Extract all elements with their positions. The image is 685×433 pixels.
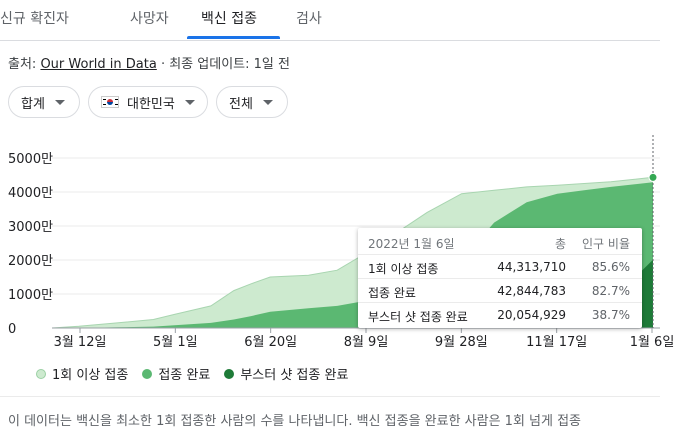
tab-vaccination[interactable]: 백신 접종 xyxy=(201,11,257,27)
range-dropdown[interactable]: 전체 xyxy=(216,86,288,118)
tab-bar: 신규 확진자 사망자 백신 접종 검사 xyxy=(0,0,660,41)
legend-item-booster[interactable]: 부스터 샷 접종 완료 xyxy=(224,364,348,383)
legend-swatch xyxy=(142,368,153,379)
x-tick-label: 3월 12일 xyxy=(54,335,107,350)
tooltip-row-label: 접종 완료 xyxy=(368,286,416,300)
chevron-down-icon xyxy=(54,99,65,105)
first-dose-line xyxy=(51,176,654,329)
tooltip-date: 2022년 1월 6일 xyxy=(368,237,455,251)
region-dropdown[interactable]: 대한민국 xyxy=(88,86,208,118)
x-tick-label: 5월 1일 xyxy=(153,335,198,350)
y-tick-label: 3000만 xyxy=(8,220,53,235)
x-tick-label: 1월 6일 xyxy=(630,335,675,350)
tab-new-cases[interactable]: 신규 확진자 xyxy=(0,11,69,27)
tooltip-row-label: 부스터 샷 접종 완료 xyxy=(368,310,468,324)
chart-legend: 1회 이상 접종 접종 완료 부스터 샷 접종 완료 xyxy=(36,364,348,383)
data-description: 이 데이터는 백신을 최소한 1회 접종한 사람의 수를 나타냅니다. 백신 접… xyxy=(8,414,582,429)
legend-label: 부스터 샷 접종 완료 xyxy=(240,368,349,383)
tooltip-row-first-dose: 1회 이상 접종 44,313,710 85.6% xyxy=(358,254,642,279)
legend-label: 1회 이상 접종 xyxy=(52,368,129,383)
tooltip-row-booster: 부스터 샷 접종 완료 20,054,929 38.7% xyxy=(358,302,642,327)
y-tick-label: 0 xyxy=(8,322,16,337)
source-link[interactable]: Our World in Data xyxy=(40,57,157,72)
tooltip-col-pct: 인구 비율 xyxy=(582,237,630,251)
tooltip-row-fully-vaccinated: 접종 완료 42,844,783 82.7% xyxy=(358,278,642,303)
active-tab-indicator xyxy=(187,36,280,39)
source-line: 출처: Our World in Data · 최종 업데이트: 1일 전 xyxy=(8,53,290,72)
x-tick-label: 11월 17일 xyxy=(526,335,587,350)
legend-label: 접종 완료 xyxy=(158,368,211,383)
tooltip-row-pct: 85.6% xyxy=(591,260,630,274)
chevron-down-icon xyxy=(262,99,273,105)
chevron-down-icon xyxy=(184,99,195,105)
tooltip-row-label: 1회 이상 접종 xyxy=(368,262,439,276)
tooltip-row-pct: 82.7% xyxy=(591,284,630,298)
range-dropdown-label: 전체 xyxy=(229,96,253,112)
legend-item-first-dose[interactable]: 1회 이상 접종 xyxy=(36,364,128,383)
tab-tests[interactable]: 검사 xyxy=(296,11,322,27)
metric-dropdown-label: 합계 xyxy=(21,96,45,112)
x-tick-label: 6월 20일 xyxy=(244,335,297,350)
source-updated: · 최종 업데이트: 1일 전 xyxy=(160,57,290,72)
source-prefix: 출처: xyxy=(8,57,37,72)
legend-item-fully-vaccinated[interactable]: 접종 완료 xyxy=(142,364,210,383)
x-tick-label: 8월 9일 xyxy=(344,335,389,350)
tooltip-row-total: 20,054,929 xyxy=(497,308,566,322)
y-tick-label: 5000만 xyxy=(8,152,53,167)
region-dropdown-label: 대한민국 xyxy=(127,96,175,112)
y-tick-label: 2000만 xyxy=(8,254,53,269)
tooltip-col-total: 총 xyxy=(554,237,566,251)
y-tick-label: 1000만 xyxy=(8,288,53,303)
tooltip-row-total: 44,313,710 xyxy=(497,260,566,274)
y-tick-label: 4000만 xyxy=(8,186,53,201)
tooltip-row-total: 42,844,783 xyxy=(497,284,566,298)
tooltip-row-pct: 38.7% xyxy=(591,308,630,322)
tab-deaths[interactable]: 사망자 xyxy=(130,11,169,27)
chart-tooltip: 2022년 1월 6일 총 인구 비율 1회 이상 접종 44,313,710 … xyxy=(358,228,642,328)
x-tick-label: 9월 28일 xyxy=(435,335,488,350)
metric-dropdown[interactable]: 합계 xyxy=(8,86,80,118)
korea-flag-icon xyxy=(101,96,119,108)
legend-swatch xyxy=(36,368,46,379)
hover-point xyxy=(648,172,658,182)
tooltip-header: 2022년 1월 6일 총 인구 비율 xyxy=(358,230,642,254)
legend-swatch xyxy=(224,368,235,379)
divider xyxy=(0,396,660,397)
